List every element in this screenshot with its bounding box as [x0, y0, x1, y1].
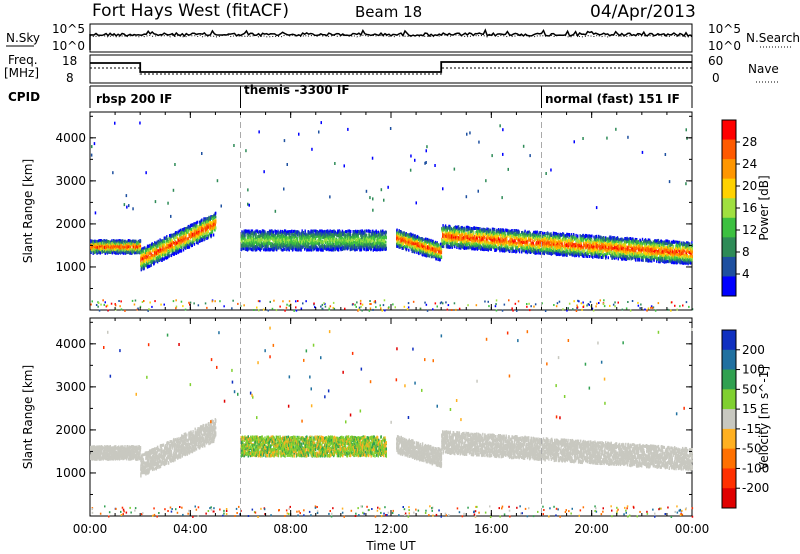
cpid-segment-1: rbsp 200 IF — [96, 92, 172, 106]
power-colorbar-tick: 20 — [742, 179, 757, 193]
y-tick-label: 2000 — [55, 423, 86, 437]
velocity-colorbar-tick: 100 — [742, 363, 765, 377]
nsky-series — [89, 28, 693, 50]
power-colorbar-label: Power [dB] — [757, 175, 771, 240]
velocity-panel: 1000 2000 3000 4000 Slant Range [km] — [21, 317, 694, 518]
y-tick-label: 3000 — [55, 380, 86, 394]
x-axis: 00:00 04:00 08:00 12:00 16:00 20:00 00:00 — [73, 112, 710, 536]
freq-tick-top: 18 — [62, 54, 77, 68]
x-tick-label: 00:00 — [73, 522, 108, 536]
freq-tick-bottom: 8 — [66, 71, 74, 85]
x-tick-label: 12:00 — [374, 522, 409, 536]
velocity-ylabel: Slant Range [km] — [21, 365, 35, 469]
freq-label-2: [MHz] — [4, 66, 39, 80]
velocity-colorbar-label: Velocity [m s^-1] — [757, 366, 771, 470]
power-colorbar-tick: 4 — [742, 267, 750, 281]
velocity-data — [90, 318, 694, 518]
velocity-colorbar-tick: -200 — [742, 481, 769, 495]
nave-label: Nave — [748, 62, 779, 76]
cpid-label: CPID — [8, 90, 40, 104]
y-tick-label: 2000 — [55, 217, 86, 231]
velocity-colorbar-tick: -100 — [742, 461, 769, 475]
nsky-label: N.Sky — [6, 31, 40, 45]
x-tick-label: 16:00 — [474, 522, 509, 536]
power-data — [90, 112, 694, 312]
nsky-tick-top: 10^5 — [52, 22, 85, 36]
velocity-colorbar: 200 100 50 15 -15 -50 -100 -200 Velocity [m s^-… — [721, 329, 771, 509]
velocity-colorbar-tick: 15 — [742, 402, 757, 416]
nsky-tick-bottom: 10^0 — [52, 39, 85, 53]
freq-panel: Freq. [MHz] 18 8 60 0 Nave — [4, 53, 780, 85]
x-tick-label: 00:00 — [675, 522, 710, 536]
velocity-colorbar-tick: -50 — [742, 442, 762, 456]
power-colorbar-tick: 8 — [742, 245, 750, 259]
velocity-colorbar-tick: -15 — [742, 422, 762, 436]
y-tick-label: 4000 — [55, 131, 86, 145]
velocity-colorbar-tick: 50 — [742, 382, 757, 396]
velocity-colorbar-tick: 200 — [742, 343, 765, 357]
power-ylabel: Slant Range [km] — [21, 159, 35, 263]
y-tick-label: 1000 — [55, 466, 86, 480]
velocity-y-ticks: 1000 2000 3000 4000 — [55, 321, 692, 495]
y-tick-label: 3000 — [55, 174, 86, 188]
nsearch-tick-bottom: 10^0 — [708, 39, 741, 53]
nsearch-label: N.Search — [746, 31, 800, 45]
nave-series — [90, 67, 692, 75]
power-colorbar-tick: 16 — [742, 201, 757, 215]
power-colorbar-tick: 24 — [742, 157, 757, 171]
x-tick-label: 20:00 — [574, 522, 609, 536]
cpid-row: CPID rbsp 200 IF themis -3300 IF normal … — [8, 83, 693, 108]
nsky-panel: N.Sky 10^5 10^0 10^5 10^0 N.Search — [6, 22, 800, 53]
power-colorbar: 28 24 20 16 12 8 4 Power [dB] — [721, 119, 771, 297]
power-y-ticks: 1000 2000 3000 4000 — [55, 115, 692, 289]
power-panel: 1000 2000 3000 4000 Slant Range [km] — [21, 111, 694, 312]
plot-title: Fort Hays West (fitACF) — [92, 1, 289, 21]
plot-date: 04/Apr/2013 — [590, 2, 696, 22]
freq-label-1: Freq. — [8, 53, 38, 67]
x-tick-label: 08:00 — [273, 522, 308, 536]
freq-series — [90, 61, 692, 73]
power-plot-frame — [89, 111, 693, 311]
nsearch-tick-top: 10^5 — [708, 22, 741, 36]
cpid-segment-3: normal (fast) 151 IF — [545, 92, 680, 106]
y-tick-label: 4000 — [55, 337, 86, 351]
cpid-segment-2: themis -3300 IF — [244, 83, 350, 97]
y-tick-label: 1000 — [55, 260, 86, 274]
power-colorbar-tick: 12 — [742, 223, 757, 237]
x-tick-label: 04:00 — [173, 522, 208, 536]
power-colorbar-tick: 28 — [742, 135, 757, 149]
x-axis-label: Time UT — [365, 539, 416, 553]
beam-label: Beam 18 — [355, 3, 422, 21]
nave-tick-top: 60 — [708, 54, 723, 68]
velocity-plot-frame — [89, 317, 693, 517]
nave-tick-bottom: 0 — [712, 71, 720, 85]
